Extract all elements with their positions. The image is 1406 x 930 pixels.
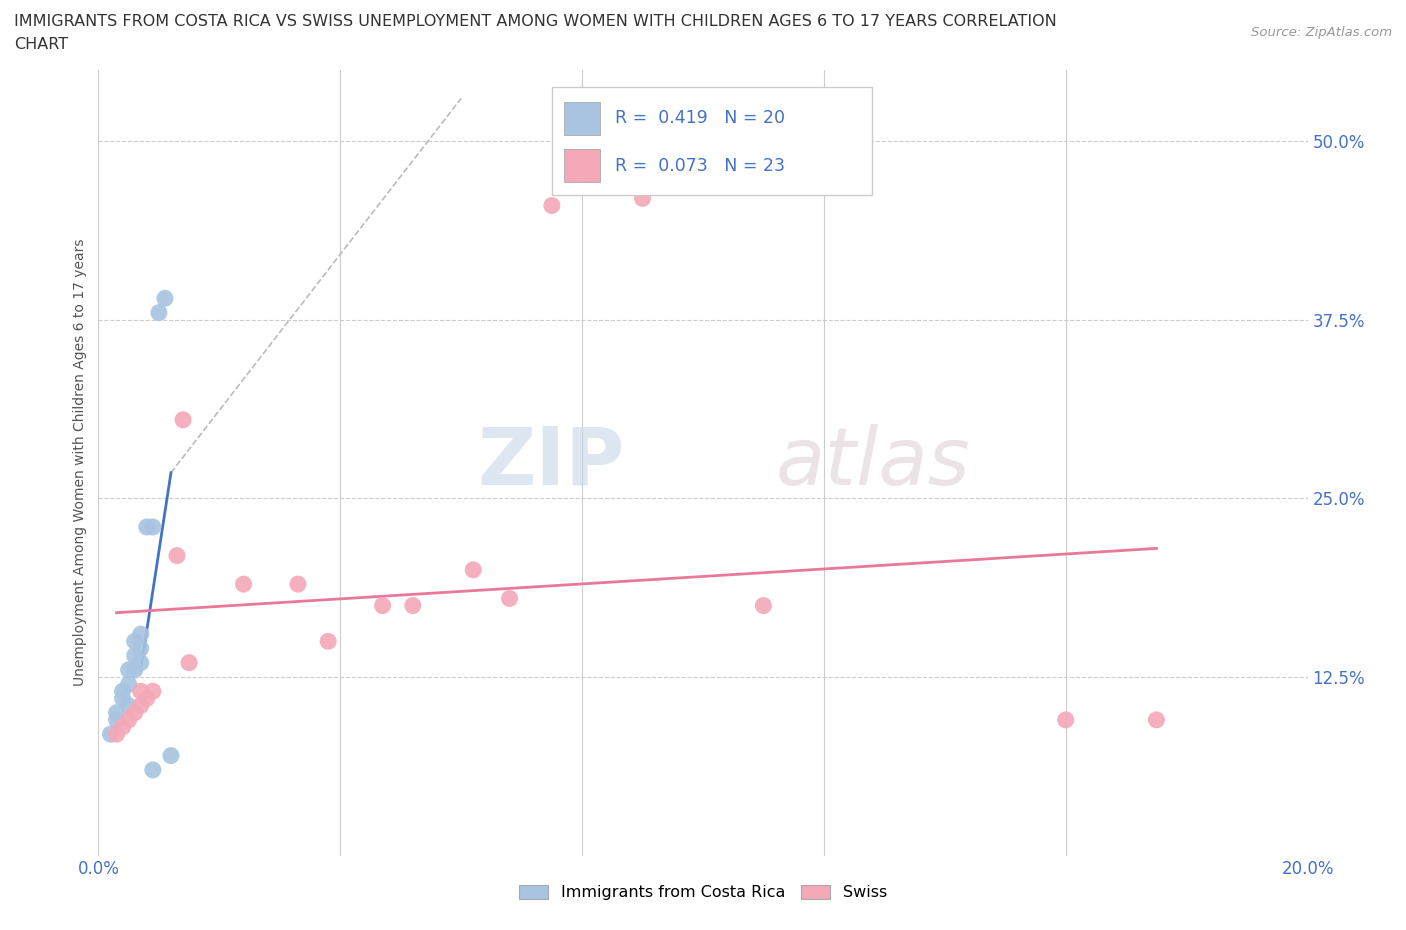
Text: atlas: atlas bbox=[776, 424, 970, 501]
Point bbox=[105, 726, 128, 741]
Point bbox=[111, 684, 134, 698]
Point bbox=[135, 691, 157, 706]
Point bbox=[1144, 712, 1167, 727]
Bar bbox=[564, 102, 600, 135]
Point bbox=[118, 677, 141, 692]
Point bbox=[129, 656, 152, 671]
Point bbox=[129, 698, 152, 713]
Point bbox=[232, 577, 254, 591]
Y-axis label: Unemployment Among Women with Children Ages 6 to 17 years: Unemployment Among Women with Children A… bbox=[73, 239, 87, 686]
Point bbox=[142, 763, 165, 777]
Point bbox=[118, 662, 141, 677]
Text: CHART: CHART bbox=[14, 37, 67, 52]
Point bbox=[118, 712, 141, 727]
Point bbox=[148, 305, 170, 320]
Point bbox=[371, 598, 394, 613]
Point bbox=[135, 520, 157, 535]
Text: R =  0.073   N = 23: R = 0.073 N = 23 bbox=[614, 156, 785, 175]
Text: IMMIGRANTS FROM COSTA RICA VS SWISS UNEMPLOYMENT AMONG WOMEN WITH CHILDREN AGES : IMMIGRANTS FROM COSTA RICA VS SWISS UNEM… bbox=[14, 14, 1057, 29]
Point bbox=[100, 726, 122, 741]
Legend: Immigrants from Costa Rica, Swiss: Immigrants from Costa Rica, Swiss bbox=[513, 878, 893, 907]
FancyBboxPatch shape bbox=[551, 87, 872, 195]
Point bbox=[118, 698, 141, 713]
Point bbox=[105, 705, 128, 720]
Point bbox=[316, 634, 339, 649]
Point bbox=[287, 577, 309, 591]
Point bbox=[129, 684, 152, 698]
Text: ZIP: ZIP bbox=[477, 424, 624, 501]
Point bbox=[142, 684, 165, 698]
Point bbox=[153, 291, 176, 306]
Point bbox=[111, 691, 134, 706]
Point bbox=[124, 634, 146, 649]
Point bbox=[160, 748, 183, 763]
Point bbox=[752, 598, 775, 613]
Point bbox=[124, 648, 146, 663]
Point bbox=[1054, 712, 1077, 727]
Point bbox=[166, 548, 188, 563]
Point bbox=[142, 520, 165, 535]
Point bbox=[111, 720, 134, 735]
Point bbox=[631, 191, 654, 206]
Point bbox=[129, 641, 152, 656]
Point bbox=[402, 598, 425, 613]
Point bbox=[498, 591, 520, 605]
Point bbox=[124, 662, 146, 677]
Bar bbox=[564, 149, 600, 182]
Point bbox=[540, 198, 562, 213]
Point bbox=[129, 627, 152, 642]
Point bbox=[172, 412, 194, 427]
Text: Source: ZipAtlas.com: Source: ZipAtlas.com bbox=[1251, 26, 1392, 39]
Point bbox=[124, 705, 146, 720]
Point bbox=[463, 563, 485, 578]
Point bbox=[179, 656, 201, 671]
Point bbox=[105, 712, 128, 727]
Text: R =  0.419   N = 20: R = 0.419 N = 20 bbox=[614, 110, 785, 127]
